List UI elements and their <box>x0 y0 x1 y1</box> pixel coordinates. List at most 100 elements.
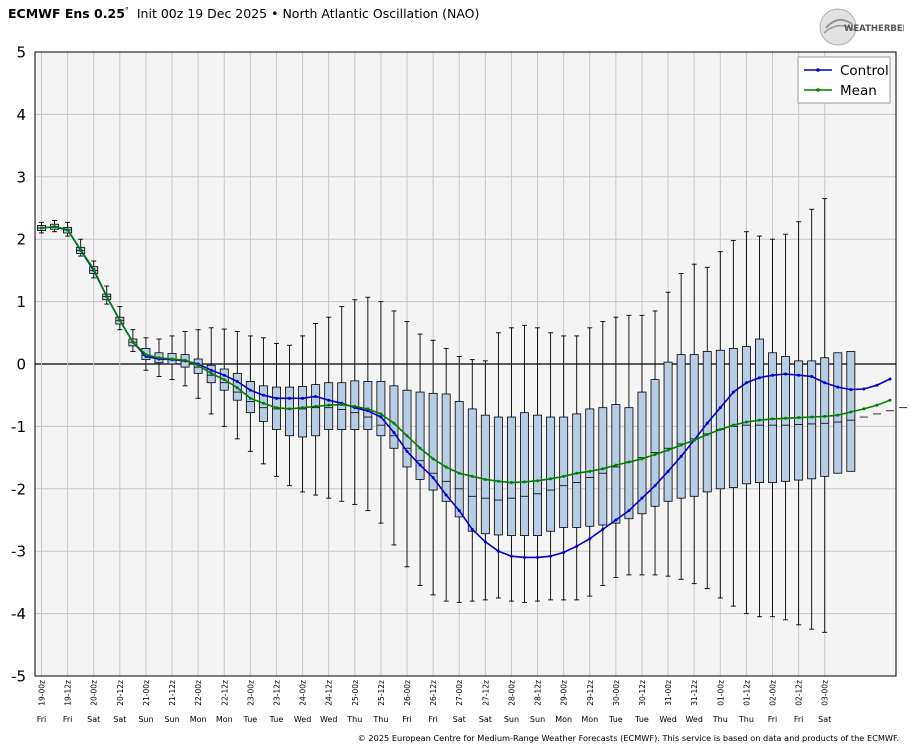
box-iqr <box>533 414 542 536</box>
x-tick-label: 24-00z <box>299 680 308 706</box>
series-point <box>353 404 357 408</box>
series-point <box>797 416 801 420</box>
series-point <box>496 479 500 483</box>
y-tick-label: 0 <box>16 356 26 374</box>
series-point <box>744 381 748 385</box>
series-point <box>536 555 540 559</box>
series-point <box>562 550 566 554</box>
ensemble-box <box>637 314 647 576</box>
x-tick-label: 27-12z <box>481 680 490 706</box>
x-tick-label: 22-00z <box>194 680 203 706</box>
x-tick-label: 21-12z <box>168 680 177 706</box>
x-tick-label: 01-00z <box>716 680 725 706</box>
box-iqr <box>833 352 843 474</box>
series-point <box>222 378 226 382</box>
x-day-label: Sat <box>453 715 466 724</box>
series-point <box>301 406 305 410</box>
chart-header: ECMWF Ens 0.25° Init 00z 19 Dec 2025 • N… <box>8 6 479 21</box>
series-point <box>810 415 814 419</box>
x-day-label: Fri <box>794 715 804 724</box>
y-tick-label: 3 <box>16 168 26 186</box>
ensemble-box <box>598 321 608 586</box>
box-iqr <box>441 393 451 502</box>
box-iqr <box>454 401 464 518</box>
x-day-label: Sat <box>818 715 831 724</box>
series-point <box>862 407 866 411</box>
legend-label: Mean <box>840 83 877 99</box>
series-point <box>771 373 775 377</box>
series-point <box>849 410 853 414</box>
x-tick-label: 27-00z <box>455 680 464 706</box>
series-point <box>875 403 879 407</box>
box-iqr <box>337 382 347 430</box>
series-point <box>144 353 148 357</box>
series-point <box>731 423 735 427</box>
box-iqr <box>794 360 804 481</box>
series-point <box>496 549 500 553</box>
series-point <box>248 388 252 392</box>
ensemble-box <box>689 263 699 585</box>
series-point <box>405 434 409 438</box>
y-tick-label: 2 <box>16 231 26 249</box>
ensemble-box <box>311 322 321 496</box>
x-day-label: Fri <box>37 715 47 724</box>
series-point <box>53 225 57 229</box>
x-day-label: Fri <box>402 715 412 724</box>
series-point <box>301 396 305 400</box>
x-day-label: Wed <box>320 715 337 724</box>
series-point <box>483 540 487 544</box>
series-point <box>627 509 631 513</box>
series-point <box>588 537 592 541</box>
logo-text: WEATHERBELL <box>844 24 904 34</box>
series-point <box>536 479 540 483</box>
series-point <box>157 356 161 360</box>
series-point <box>601 467 605 471</box>
series-point <box>431 476 435 480</box>
series-point <box>444 493 448 497</box>
x-day-label: Thu <box>738 715 754 724</box>
series-point <box>731 390 735 394</box>
series-point <box>183 358 187 362</box>
series-point <box>379 415 383 419</box>
series-point <box>797 373 801 377</box>
x-day-label: Sun <box>530 715 545 724</box>
ensemble-box <box>833 352 843 474</box>
series-point <box>66 228 70 232</box>
x-tick-label: 28-12z <box>534 680 543 706</box>
x-tick-label: 23-12z <box>272 680 281 706</box>
y-tick-label: -3 <box>11 543 26 561</box>
series-point <box>418 463 422 467</box>
series-point <box>379 412 383 416</box>
init-time: Init 00z 19 Dec 2025 <box>136 6 268 22</box>
series-point <box>888 377 892 381</box>
box-iqr <box>376 381 386 437</box>
plot-border <box>34 51 897 677</box>
legend-label: Control <box>840 63 889 79</box>
ensemble-box <box>794 221 804 626</box>
x-tick-label: 22-12z <box>220 680 229 706</box>
ensemble-box <box>402 321 412 568</box>
x-day-label: Sun <box>504 715 519 724</box>
series-point <box>105 295 109 299</box>
ensemble-box <box>298 335 308 493</box>
copyright-footer: © 2025 European Centre for Medium-Range … <box>357 733 899 743</box>
x-tick-label: 30-12z <box>638 680 647 706</box>
legend: Control Mean <box>797 56 891 104</box>
series-point <box>457 471 461 475</box>
x-day-label: Tue <box>634 715 649 724</box>
series-point <box>222 373 226 377</box>
ensemble-box <box>389 310 399 546</box>
x-tick-label: 02-12z <box>795 680 804 706</box>
x-day-label: Mon <box>581 715 598 724</box>
series-point <box>836 413 840 417</box>
ensemble-box <box>663 291 673 577</box>
x-tick-label: 29-12z <box>586 680 595 706</box>
series-point <box>483 477 487 481</box>
legend-box <box>797 56 891 104</box>
series-point <box>327 403 331 407</box>
series-point <box>235 379 239 383</box>
x-tick-label: 25-00z <box>351 680 360 706</box>
ensemble-box <box>728 239 738 607</box>
x-day-label: Wed <box>659 715 676 724</box>
series-point <box>340 403 344 407</box>
